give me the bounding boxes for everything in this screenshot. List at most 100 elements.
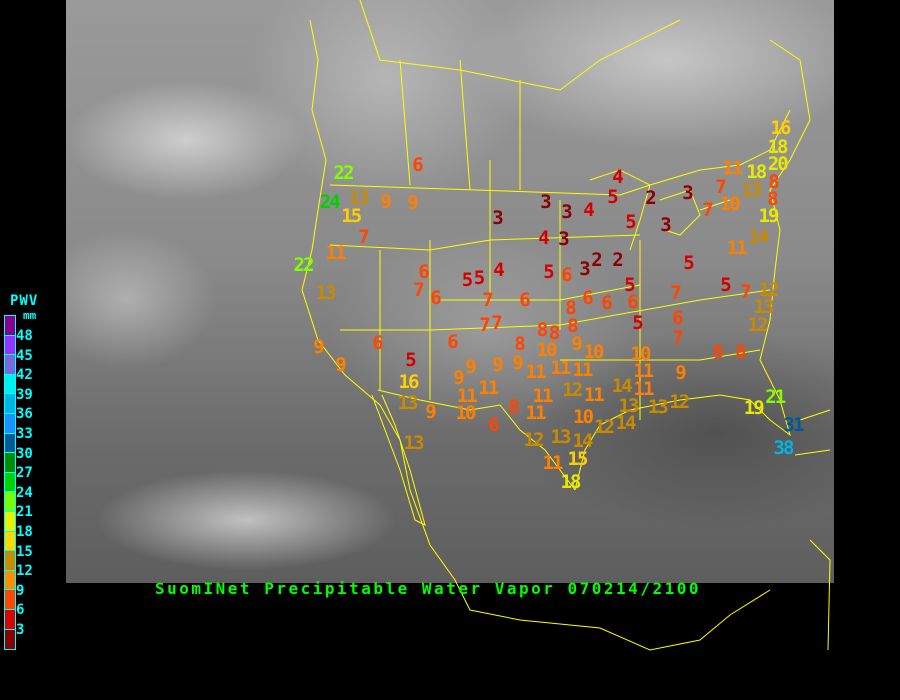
station-pwv-value: 11 <box>550 356 572 379</box>
station-pwv-value: 4 <box>612 165 624 188</box>
station-pwv-value: 11 <box>583 383 605 406</box>
legend-swatch <box>5 609 15 630</box>
station-pwv-value: 5 <box>461 268 474 291</box>
station-pwv-value: 3 <box>660 213 672 236</box>
station-pwv-value: 9 <box>425 400 437 423</box>
station-pwv-value: 15 <box>567 447 589 470</box>
station-pwv-value: 6 <box>672 306 684 329</box>
station-pwv-value: 7 <box>482 288 494 311</box>
station-pwv-value: 8 <box>565 296 577 319</box>
station-pwv-value: 14 <box>572 430 594 453</box>
station-pwv-value: 12 <box>758 278 780 301</box>
station-pwv-value: 7 <box>740 280 752 303</box>
station-pwv-value: 6 <box>627 291 639 314</box>
station-pwv-value: 6 <box>412 153 424 176</box>
station-pwv-value: 5 <box>405 348 417 371</box>
station-pwv-value: 5 <box>543 260 555 283</box>
legend-swatch <box>5 335 15 356</box>
station-pwv-value: 11 <box>722 156 744 179</box>
station-pwv-value: 3 <box>492 206 504 229</box>
station-pwv-value: 12 <box>523 428 545 451</box>
station-pwv-value: 16 <box>770 116 792 139</box>
station-pwv-value: 11 <box>532 384 554 407</box>
station-pwv-value: 12 <box>669 390 690 413</box>
station-pwv-value: 18 <box>746 161 767 184</box>
station-pwv-value: 5 <box>607 185 619 208</box>
station-pwv-value: 8 <box>508 395 520 418</box>
station-pwv-value: 6 <box>447 330 459 353</box>
legend-swatch <box>5 413 15 434</box>
station-pwv-value: 5 <box>683 251 695 274</box>
legend-swatch <box>5 511 15 532</box>
legend-swatch <box>5 531 15 552</box>
station-pwv-value: 4 <box>583 198 595 221</box>
legend-label: 45 <box>16 347 33 364</box>
station-pwv-value: 11 <box>572 358 594 381</box>
station-pwv-value: 11 <box>726 236 748 259</box>
station-pwv-value: 11 <box>542 451 564 474</box>
station-pwv-value: 10 <box>455 402 477 425</box>
station-pwv-value: 8 <box>548 322 561 345</box>
legend-label: 12 <box>16 563 33 580</box>
station-pwv-value: 5 <box>625 210 637 233</box>
station-pwv-value: 6 <box>488 413 500 436</box>
us-mexico-border <box>377 389 576 491</box>
legend-swatch <box>5 433 15 454</box>
station-pwv-value: 3 <box>540 190 552 213</box>
great-lakes <box>589 169 731 251</box>
station-pwv-value: 3 <box>561 200 573 223</box>
station-pwv-value: 9 <box>313 335 325 358</box>
station-pwv-value: 21 <box>765 385 786 408</box>
legend-label: 33 <box>16 426 33 442</box>
station-pwv-value: 7 <box>479 313 491 336</box>
station-pwv-value: 10 <box>583 340 604 363</box>
station-pwv-value: 4 <box>493 258 505 281</box>
station-pwv-value: 9 <box>571 332 583 355</box>
station-pwv-value: 15 <box>341 204 362 227</box>
station-pwv-value: 3 <box>558 227 570 250</box>
station-pwv-value: 11 <box>633 378 655 401</box>
station-pwv-value: 13 <box>550 425 572 448</box>
station-pwv-value: 3 <box>579 257 591 280</box>
station-pwv-value: 11 <box>478 376 499 399</box>
station-pwv-value: 14 <box>615 412 637 435</box>
station-pwv-value: 8 <box>567 315 579 338</box>
legend-label: 9 <box>16 582 25 599</box>
station-pwv-value: 13 <box>753 296 775 319</box>
legend-label: 21 <box>16 504 33 521</box>
station-pwv-value: 13 <box>647 395 669 418</box>
station-pwv-value: 6 <box>519 288 531 311</box>
legend-label: 6 <box>16 602 25 619</box>
station-pwv-value: 8 <box>712 340 724 363</box>
station-pwv-value: 7 <box>715 175 727 198</box>
station-pwv-value: 5 <box>632 311 644 334</box>
station-pwv-value: 14 <box>748 225 769 248</box>
legend-swatch <box>5 374 15 395</box>
map-title: SuomINet Precipitable Water Vapor 070214… <box>155 579 701 598</box>
state-lines <box>329 160 771 420</box>
station-pwv-value: 9 <box>675 361 687 384</box>
legend-swatch <box>5 316 15 336</box>
station-pwv-value: 8 <box>514 332 526 355</box>
station-pwv-value: 6 <box>582 286 594 309</box>
color-legend-bar <box>4 315 16 651</box>
station-pwv-value: 18 <box>767 136 789 159</box>
station-pwv-value: 6 <box>418 261 430 284</box>
station-pwv-value: 7 <box>702 198 714 221</box>
station-pwv-value: 9 <box>335 353 347 376</box>
legend-title: PWV <box>10 293 39 309</box>
canada-provinces <box>359 0 681 191</box>
legend-swatch <box>5 453 15 473</box>
legend-swatch <box>5 629 15 650</box>
legend-swatch <box>5 394 15 414</box>
station-pwv-value: 9 <box>492 353 504 376</box>
station-pwv-value: 16 <box>398 370 420 393</box>
legend-label: 36 <box>16 406 33 423</box>
us-canada-border <box>329 109 791 196</box>
legend-swatch <box>5 472 15 493</box>
station-pwv-value: 13 <box>403 431 425 454</box>
station-pwv-value: 10 <box>630 343 652 366</box>
station-pwv-value: 2 <box>591 248 603 271</box>
station-pwv-value: 13 <box>315 281 337 304</box>
